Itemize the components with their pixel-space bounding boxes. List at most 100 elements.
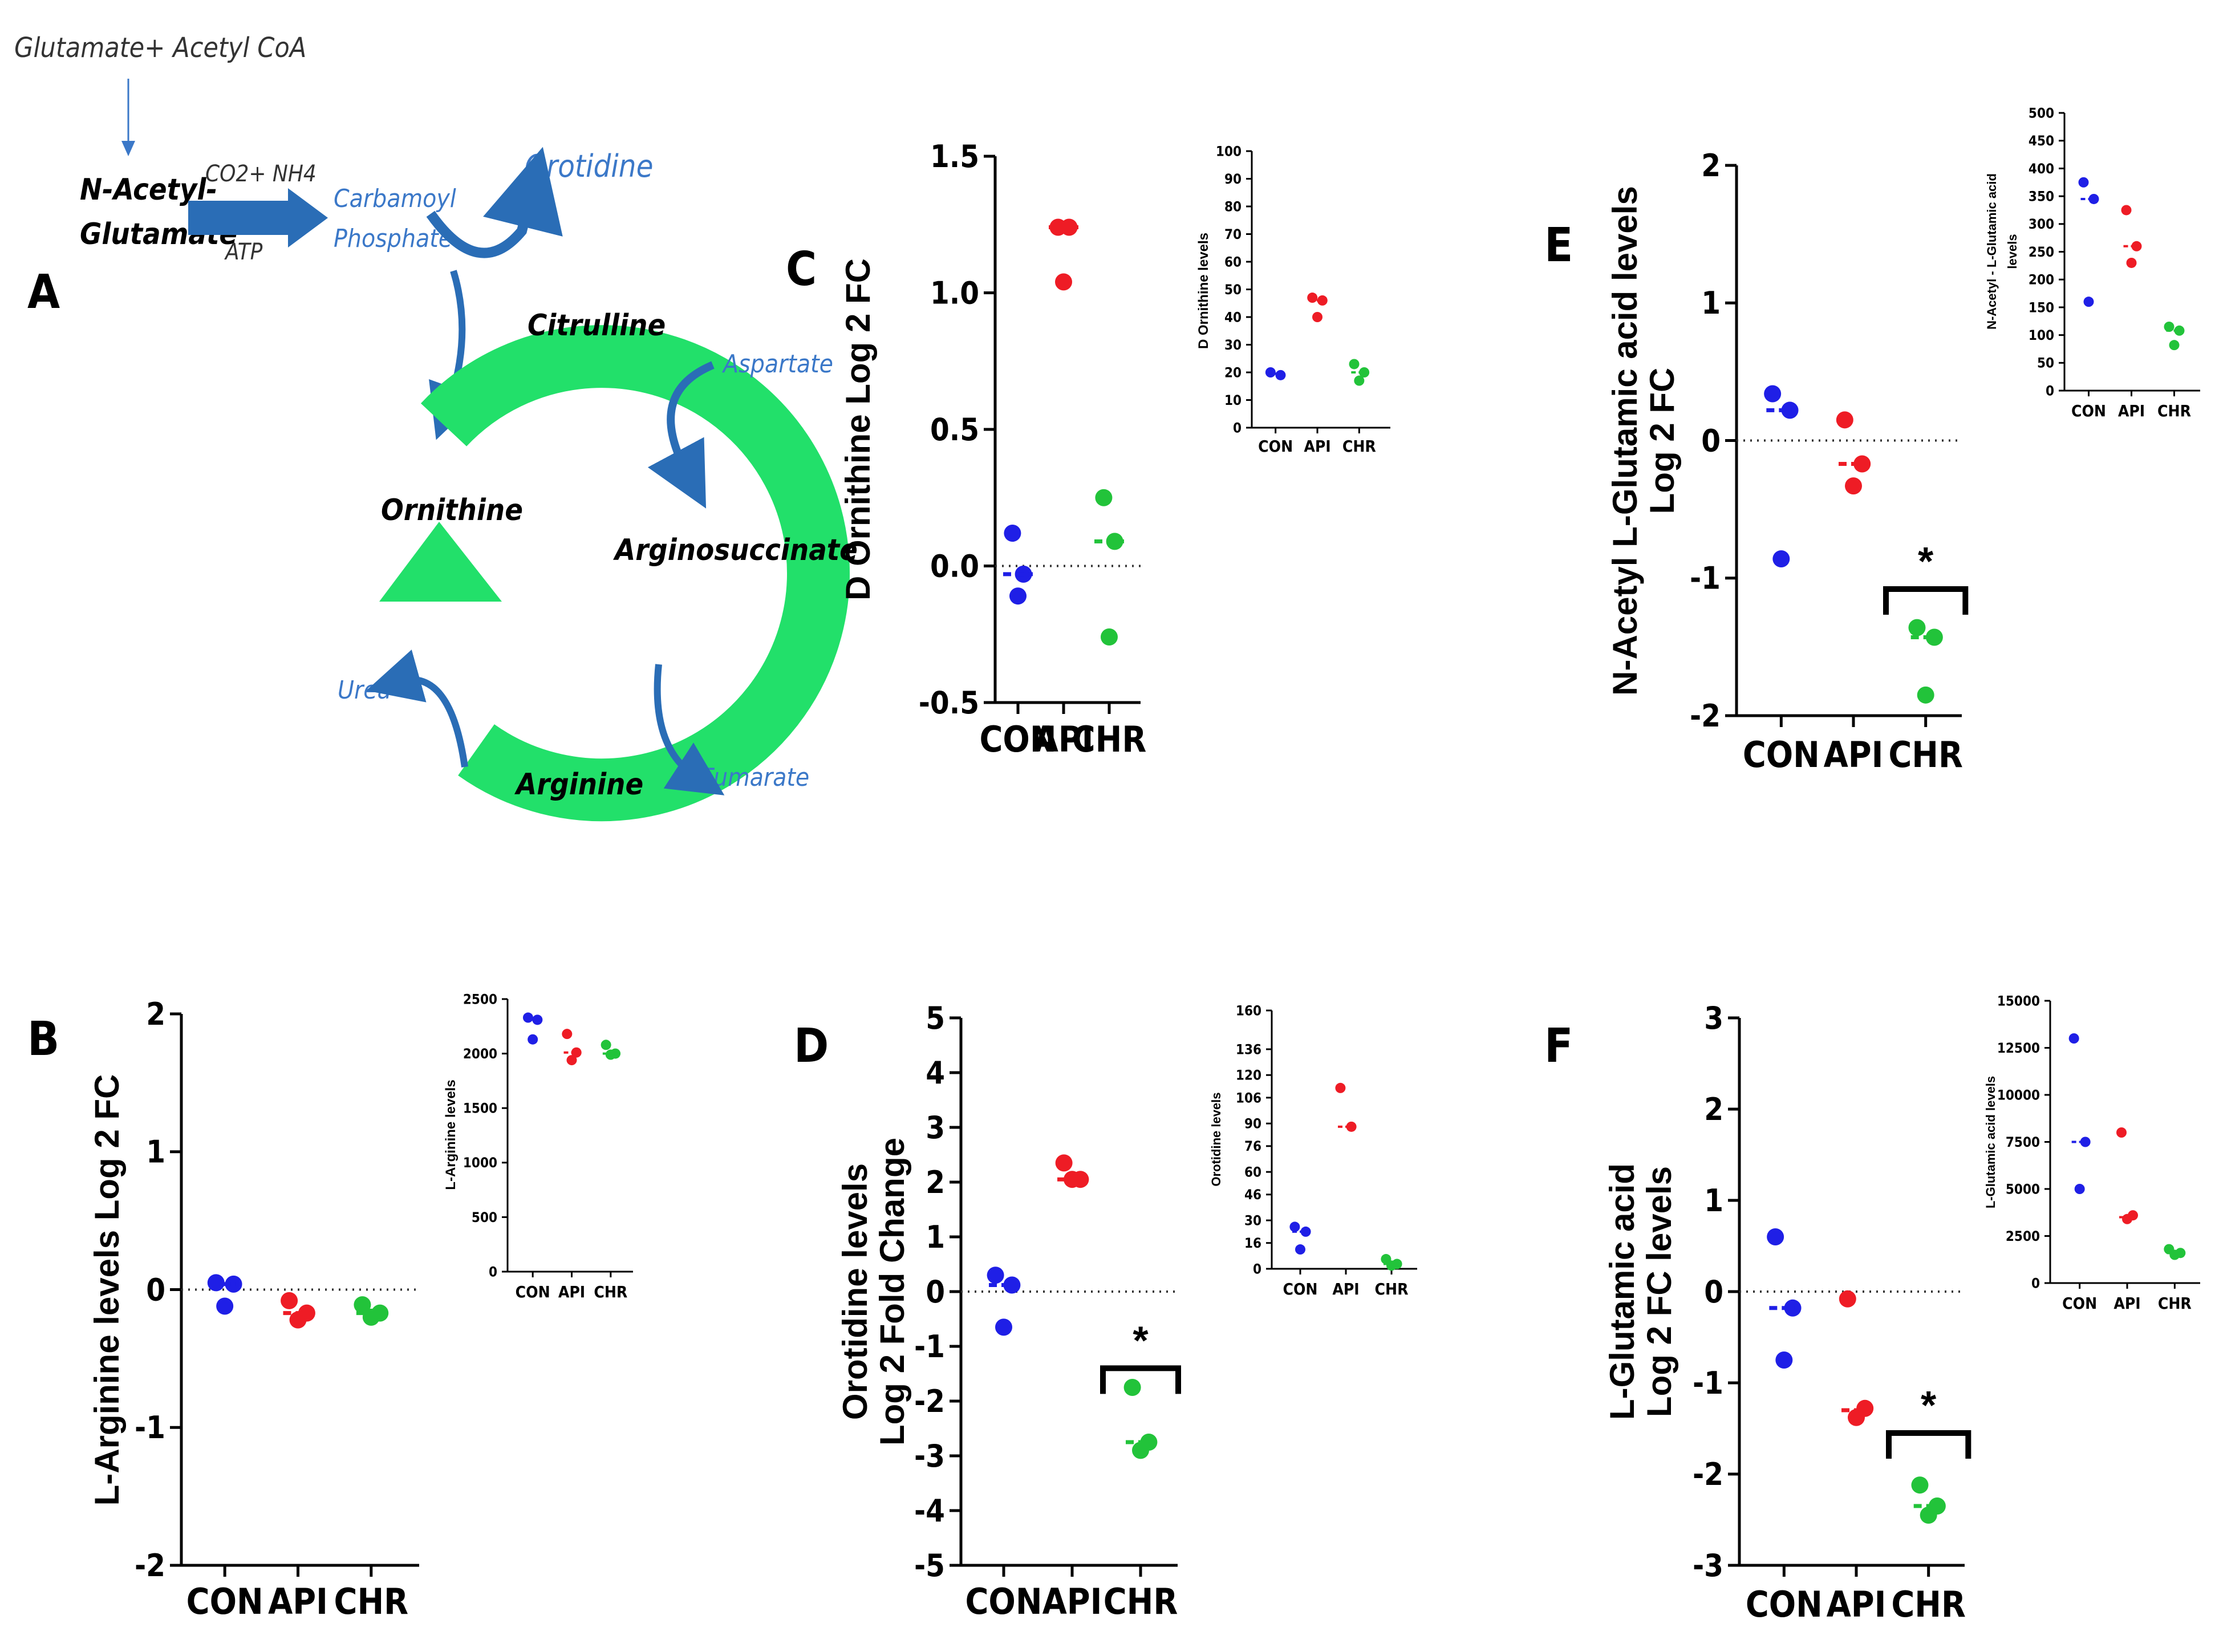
- chart-e-main: -2 -1 0 1 2 CON API CHR N-Acetyl L-Glutamic acid…: [1606, 148, 1969, 776]
- y-tick-label: 500: [2029, 105, 2054, 121]
- data-point-con: [1009, 587, 1027, 605]
- y-tick-label: 2500: [463, 991, 497, 1007]
- x-tick-label-con: CON: [965, 1581, 1042, 1622]
- y-tick-label: -2: [1690, 698, 1721, 734]
- panel-label-e: E: [1544, 218, 1573, 273]
- data-point-con: [216, 1297, 234, 1315]
- y-tick-label: 1: [1704, 1183, 1723, 1219]
- y-axis-label: D Ornithine levels: [1196, 233, 1211, 349]
- y-axis-label: D Ornithine Log 2 FC: [839, 258, 877, 600]
- y-axis-label: levels: [2005, 234, 2019, 269]
- data-point-con: [987, 1267, 1004, 1284]
- data-point-con: [1772, 550, 1790, 567]
- significance-star: *: [1921, 1383, 1937, 1427]
- significance-star: *: [1133, 1318, 1149, 1362]
- y-axis-label: Log 2 Fold Change: [873, 1138, 911, 1446]
- y-tick-label: -2: [1693, 1456, 1723, 1492]
- y-tick-label: 160: [1236, 1002, 1261, 1018]
- y-tick-label: 10000: [1997, 1087, 2040, 1103]
- y-axis-label: L-Arginine levels: [443, 1079, 459, 1190]
- x-tick-label-chr: CHR: [1891, 1584, 1966, 1625]
- data-point-con: [1767, 1228, 1784, 1245]
- data-point-chr: [1349, 359, 1360, 370]
- x-tick-label-chr: CHR: [2157, 401, 2191, 420]
- carbamoyl-phosphate-line1: Carbamoyl: [334, 184, 456, 213]
- x-tick-label-api: API: [1827, 1584, 1887, 1625]
- x-tick-label-con: CON: [979, 719, 1056, 760]
- data-point-con: [1775, 1351, 1793, 1369]
- data-point-api: [2126, 257, 2137, 268]
- x-tick-label-chr: CHR: [1072, 719, 1147, 760]
- y-tick-label: -1: [1690, 561, 1721, 596]
- x-tick-label-con: CON: [2071, 401, 2106, 420]
- y-tick-label: 250: [2029, 244, 2054, 260]
- y-tick-label: 0: [1233, 420, 1242, 436]
- data-point-api: [562, 1029, 573, 1040]
- data-point-api: [566, 1055, 577, 1066]
- y-tick-label: -2: [135, 1548, 165, 1584]
- y-tick-label: 60: [1224, 254, 1242, 270]
- y-axis-label: N-Acetyl L-Glutamic acid levels: [1606, 186, 1644, 696]
- data-point-chr: [1101, 628, 1118, 646]
- y-tick-label: -4: [914, 1493, 945, 1529]
- y-tick-label: 400: [2029, 161, 2054, 177]
- y-tick-label: 30: [1224, 337, 1242, 353]
- y-tick-label: 1: [926, 1219, 945, 1255]
- significance-star: *: [1918, 539, 1934, 583]
- chart-f-inset: 0 2500 5000 7500 10000 12500 15000 CON API CHR L-G…: [1983, 993, 2200, 1313]
- x-tick-label-chr: CHR: [1888, 734, 1963, 776]
- data-point-con: [522, 1012, 533, 1023]
- panel-label-b: B: [27, 1012, 59, 1066]
- x-tick-label-chr: CHR: [334, 1581, 409, 1622]
- chart-c-inset: 0 10 20 30 40 50 60 70 80 90 100 CON API CHR D Ornithi…: [1196, 143, 1390, 456]
- data-point-con: [1003, 1276, 1021, 1294]
- data-point-con: [1784, 1299, 1802, 1317]
- data-point-api: [1346, 1121, 1357, 1132]
- y-tick-label: -3: [914, 1438, 945, 1474]
- y-tick-label: 90: [1224, 171, 1242, 187]
- data-point-con: [1265, 367, 1276, 378]
- y-tick-label: 5: [926, 1000, 945, 1036]
- x-tick-label-chr: CHR: [1375, 1280, 1409, 1298]
- x-tick-label-chr: CHR: [594, 1282, 627, 1301]
- y-tick-label: 1000: [463, 1155, 497, 1171]
- y-tick-label: 3: [926, 1110, 945, 1146]
- data-point-api: [1055, 1154, 1073, 1172]
- data-point-api: [1845, 477, 1862, 495]
- y-tick-label: -1: [914, 1329, 945, 1365]
- urea-cycle-ring: [420, 325, 850, 822]
- curved-arrow-to-orotidine: [426, 147, 563, 258]
- y-tick-label: 0.0: [930, 548, 979, 584]
- x-tick-label-api: API: [1042, 1581, 1102, 1622]
- curved-arrow-aspartate: [647, 361, 715, 509]
- data-point-api: [2121, 205, 2132, 216]
- y-tick-label: 2500: [2006, 1228, 2040, 1244]
- data-point-chr: [1917, 686, 1934, 704]
- significance-bracket: [1100, 1365, 1181, 1394]
- y-tick-label: 70: [1224, 226, 1242, 242]
- x-tick-label-api: API: [268, 1581, 328, 1622]
- chart-d-main: -5 -4 -3 -2 -1 0 1 2 3 4 5 CON API CHR Orotidine level…: [836, 1000, 1181, 1622]
- data-point-con: [1300, 1226, 1311, 1237]
- y-tick-label: 2: [1704, 1091, 1723, 1127]
- y-tick-label: 0: [1701, 423, 1721, 458]
- y-tick-label: 50: [2037, 355, 2054, 371]
- y-axis-label: Orotidine levels: [836, 1163, 874, 1420]
- fumarate-label: Fumarate: [701, 763, 809, 792]
- citrulline-label: Citrulline: [528, 309, 666, 343]
- significance-bracket: [1886, 1430, 1971, 1459]
- y-tick-label: -1: [1693, 1365, 1723, 1401]
- y-axis-label: L-Glutamic acid: [1603, 1163, 1641, 1420]
- y-tick-label: -0.5: [919, 685, 979, 721]
- y-tick-label: 46: [1244, 1187, 1261, 1203]
- y-tick-label: 200: [2029, 272, 2054, 288]
- data-point-chr: [601, 1040, 611, 1050]
- panel-label-c: C: [786, 242, 817, 297]
- y-tick-label: -3: [1693, 1548, 1723, 1584]
- y-tick-label: 2: [926, 1164, 945, 1200]
- y-tick-label: 15000: [1997, 993, 2040, 1009]
- chart-b-inset: 0 500 1000 1500 2000 2500 CON API CHR L-Arginine …: [443, 991, 633, 1301]
- data-point-api: [2131, 241, 2142, 251]
- y-tick-label: 1500: [463, 1101, 497, 1117]
- y-tick-label: 0: [489, 1264, 497, 1280]
